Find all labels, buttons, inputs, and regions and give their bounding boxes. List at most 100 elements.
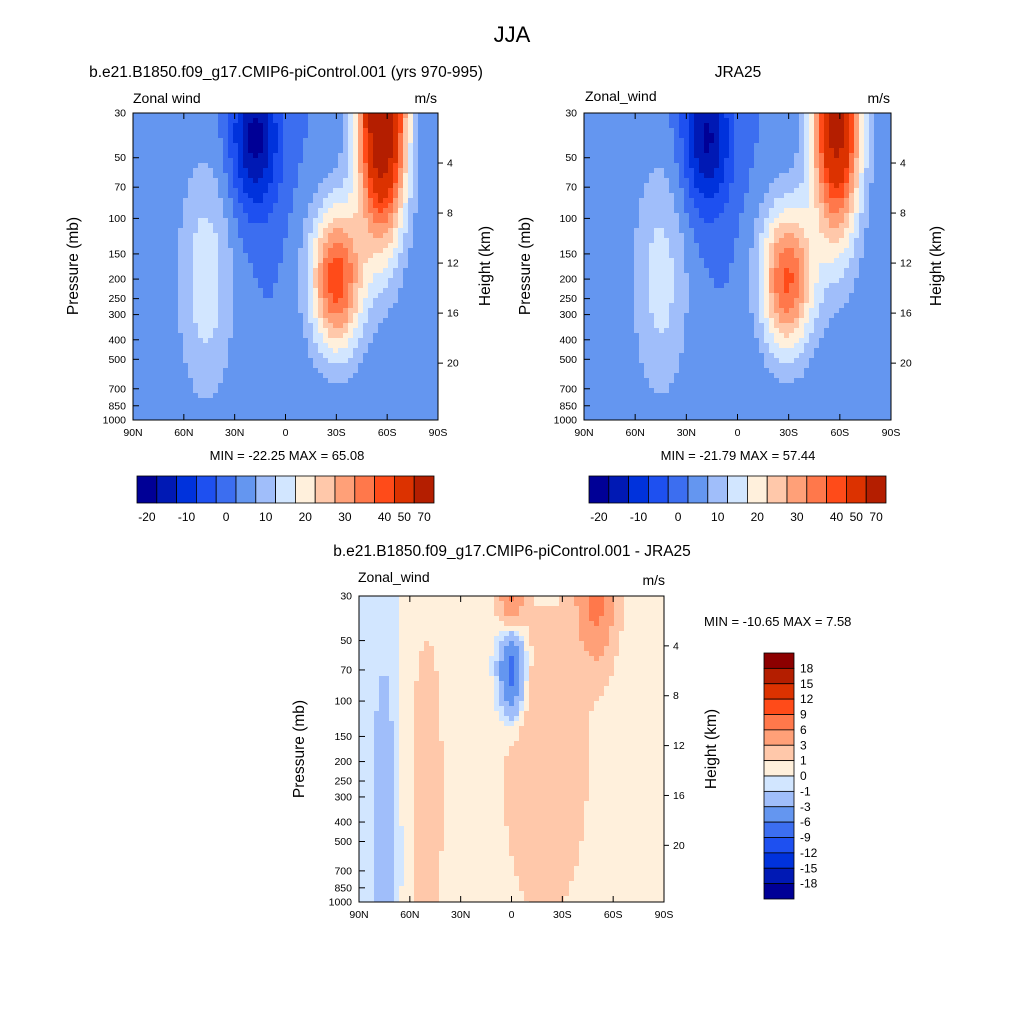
x-tick-label: 90N xyxy=(574,427,593,439)
x-tick-label: 90S xyxy=(429,427,448,439)
y-tick-label: 400 xyxy=(559,334,577,346)
x-tick-label: 60S xyxy=(830,427,849,439)
panel-diff-title: b.e21.B1850.f09_g17.CMIP6-piControl.001 … xyxy=(333,543,691,560)
colorbar-box xyxy=(865,475,887,504)
y-tick-label: 850 xyxy=(559,400,577,412)
colorbar-box xyxy=(667,475,689,504)
colorbar-box xyxy=(176,475,197,504)
y-tick-label: 400 xyxy=(334,817,352,829)
colorbar-label: 40 xyxy=(378,510,392,524)
colorbar-box xyxy=(763,883,795,900)
colorbar-box xyxy=(763,790,795,808)
colorbar-label: -20 xyxy=(590,510,608,524)
panel-obs-ylabel-right: Height (km) xyxy=(928,226,945,306)
y-tick-label: 70 xyxy=(114,182,126,194)
colorbar-label: 70 xyxy=(869,510,883,524)
y-right-tick-label: 8 xyxy=(673,690,679,702)
colorbar-label: 50 xyxy=(850,510,864,524)
panel-model-ylabel-right: Height (km) xyxy=(477,226,494,306)
y-tick-label: 150 xyxy=(559,248,577,260)
colorbar-label: 70 xyxy=(417,510,431,524)
colorbar-box xyxy=(763,806,795,823)
y-tick-label: 1000 xyxy=(554,415,578,427)
colorbar-box xyxy=(628,475,649,504)
colorbar-label: 30 xyxy=(338,510,352,524)
colorbar-box xyxy=(648,475,669,504)
x-tick-label: 0 xyxy=(509,909,515,921)
panel-model-units: m/s xyxy=(414,90,437,106)
colorbar-label: 20 xyxy=(299,510,313,524)
colorbar-box xyxy=(413,475,435,504)
panel-obs: JRA25 Zonal_wind m/s 90N 60N 30N 0 30S 60S 90S… xyxy=(517,64,945,524)
y-tick-label: 150 xyxy=(108,248,126,260)
panel-diff-stats: MIN = -10.65 MAX = 7.58 xyxy=(704,614,851,629)
y-tick-label: 200 xyxy=(559,274,577,286)
y-right-tick-label: 20 xyxy=(447,358,459,370)
y-right-tick-label: 16 xyxy=(900,308,912,320)
colorbar-box xyxy=(156,475,178,504)
colorbar-box xyxy=(763,867,795,885)
colorbar-box xyxy=(763,729,795,746)
colorbar-label: 15 xyxy=(800,677,814,691)
colorbar-box xyxy=(334,475,356,504)
colorbar-box xyxy=(235,475,257,504)
y-tick-label: 1000 xyxy=(103,415,127,427)
panel-diff-units: m/s xyxy=(642,572,665,588)
colorbar-box xyxy=(136,475,158,504)
y-right-tick-label: 20 xyxy=(673,840,685,852)
colorbar-box xyxy=(314,475,336,504)
colorbar-box xyxy=(763,837,795,854)
x-tick-label: 30N xyxy=(451,909,470,921)
colorbar-box xyxy=(763,683,795,700)
colorbar-box xyxy=(707,475,728,504)
y-tick-label: 100 xyxy=(559,213,577,225)
colorbar-label: 3 xyxy=(800,738,807,752)
colorbar-label: 20 xyxy=(751,510,765,524)
y-tick-label: 300 xyxy=(334,791,352,803)
colorbar-box xyxy=(763,714,795,731)
x-tick-label: 30N xyxy=(225,427,244,439)
x-tick-label: 30S xyxy=(779,427,798,439)
y-tick-label: 400 xyxy=(108,334,126,346)
y-right-tick-label: 12 xyxy=(673,740,685,752)
x-tick-label: 90N xyxy=(123,427,142,439)
y-tick-label: 300 xyxy=(559,309,577,321)
panel-model-plot: 90N 60N 30N 0 30S 60S 90S 30 50 70 100 150 200 250 300… xyxy=(103,108,459,440)
y-tick-label: 250 xyxy=(108,293,126,305)
panel-model-stats: MIN = -22.25 MAX = 65.08 xyxy=(210,448,365,463)
figure-title: JJA xyxy=(494,22,531,47)
colorbar-box xyxy=(763,775,795,792)
colorbar-box xyxy=(374,475,395,504)
colorbar-box xyxy=(766,475,788,504)
colorbar-box xyxy=(393,475,415,504)
colorbar-box xyxy=(215,475,237,504)
colorbar-box xyxy=(763,852,795,869)
x-tick-label: 60S xyxy=(378,427,397,439)
panel-obs-colorbar: -20 -10 0 10 20 30 40 50 70 xyxy=(588,475,887,524)
x-tick-label: 0 xyxy=(735,427,741,439)
y-right-tick-label: 16 xyxy=(447,308,459,320)
x-tick-label: 60N xyxy=(400,909,419,921)
colorbar-box xyxy=(747,475,768,504)
y-tick-label: 250 xyxy=(334,776,352,788)
colorbar-box xyxy=(826,475,847,504)
x-tick-label: 90N xyxy=(349,909,368,921)
y-tick-label: 500 xyxy=(334,836,352,848)
y-tick-label: 70 xyxy=(340,664,352,676)
colorbar-label: 9 xyxy=(800,708,807,722)
colorbar-label: 30 xyxy=(790,510,804,524)
colorbar-box xyxy=(354,475,375,504)
colorbar-label: -20 xyxy=(138,510,156,524)
colorbar-label: -3 xyxy=(800,800,811,814)
colorbar-label: -1 xyxy=(800,784,811,798)
x-tick-label: 30S xyxy=(327,427,346,439)
colorbar-box xyxy=(763,744,795,762)
colorbar-box xyxy=(763,821,795,838)
x-tick-label: 30S xyxy=(553,909,572,921)
colorbar-label: -12 xyxy=(800,846,818,860)
y-tick-label: 200 xyxy=(108,274,126,286)
y-tick-label: 250 xyxy=(559,293,577,305)
y-tick-label: 500 xyxy=(108,354,126,366)
